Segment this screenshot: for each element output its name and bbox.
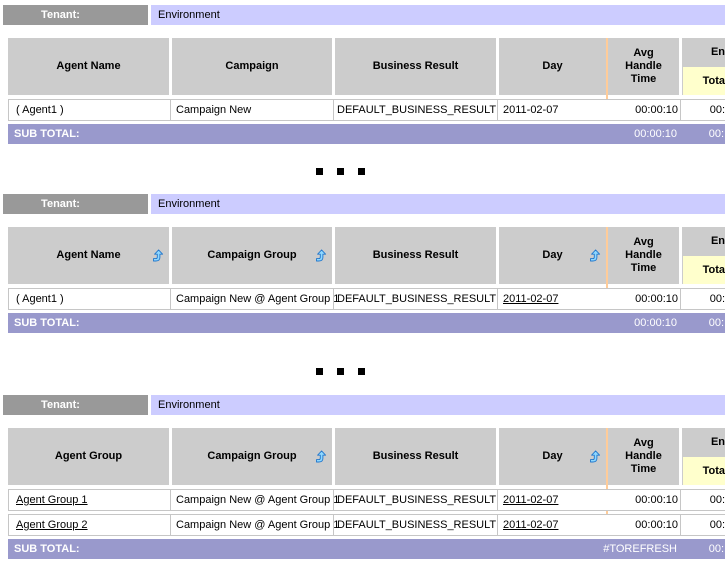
column-header-day: Day bbox=[542, 60, 563, 72]
report-section-agent-campaign-group: Tenant: Environment Agent Name Campaign … bbox=[0, 194, 725, 333]
table-row: ( Agent1 ) Campaign New @ Agent Group 1 … bbox=[8, 288, 725, 310]
dot-icon bbox=[337, 368, 344, 375]
agent-name-cell: ( Agent1 ) bbox=[16, 104, 64, 116]
report-section-agent-group: Tenant: Environment Agent Group Campaign… bbox=[0, 395, 725, 559]
sort-ascending-arrow-icon[interactable] bbox=[151, 249, 164, 262]
column-header-engaged-clipped: En bbox=[710, 46, 725, 58]
dot-icon bbox=[316, 368, 323, 375]
campaign-group-cell: Campaign New @ Agent Group 1 bbox=[176, 494, 340, 506]
tenant-label: Tenant: bbox=[3, 194, 148, 214]
subtotal-row: SUB TOTAL: 00:00:10 00: bbox=[8, 313, 725, 333]
column-header-campaign-group[interactable]: Campaign Group bbox=[172, 428, 332, 485]
dot-icon bbox=[358, 168, 365, 175]
column-header-day[interactable]: Day bbox=[499, 428, 606, 485]
subtotal-engaged-total-clipped: 00: bbox=[708, 317, 724, 329]
aht-column-orange-divider bbox=[606, 227, 608, 310]
aht-column-orange-divider bbox=[606, 428, 608, 536]
column-header-campaign-group[interactable]: Campaign Group bbox=[172, 227, 332, 284]
aht-column-orange-divider bbox=[606, 38, 608, 121]
subtotal-engaged-total-clipped: 00: bbox=[708, 128, 724, 140]
column-header-agent-name: Agent Name bbox=[56, 60, 121, 72]
column-subheader-total-clipped: Tota bbox=[702, 75, 725, 87]
table-row: ( Agent1 ) Campaign New DEFAULT_BUSINESS… bbox=[8, 99, 725, 121]
day-link[interactable]: 2011-02-07 bbox=[503, 494, 559, 506]
sort-ascending-arrow-icon[interactable] bbox=[314, 450, 327, 463]
tenant-label: Tenant: bbox=[3, 395, 148, 415]
business-result-cell: DEFAULT_BUSINESS_RESULT bbox=[337, 293, 497, 305]
table-header-row: Agent Group Campaign Group Business Resu… bbox=[8, 428, 725, 485]
tenant-bar: Tenant: Environment bbox=[3, 194, 725, 214]
subtotal-label: SUB TOTAL: bbox=[14, 317, 80, 329]
avg-handle-time-cell: 00:00:10 bbox=[635, 494, 678, 506]
total-subheader-background bbox=[683, 256, 725, 284]
report-table: Agent Group Campaign Group Business Resu… bbox=[8, 428, 725, 559]
agent-group-link[interactable]: Agent Group 1 bbox=[16, 494, 88, 506]
table-row: Agent Group 1 Campaign New @ Agent Group… bbox=[8, 489, 725, 511]
total-subheader-background bbox=[683, 457, 725, 485]
column-header-business-result: Business Result bbox=[372, 450, 459, 462]
engaged-total-cell-clipped: 00: bbox=[709, 104, 725, 116]
subtotal-engaged-total-clipped: 00: bbox=[708, 543, 724, 555]
ellipsis-dots bbox=[316, 368, 365, 375]
avg-handle-time-cell: 00:00:10 bbox=[635, 104, 678, 116]
day-link[interactable]: 2011-02-07 bbox=[503, 519, 559, 531]
column-header-engaged-clipped: En bbox=[710, 235, 725, 247]
column-subheader-total-clipped: Tota bbox=[702, 264, 725, 276]
tenant-environment-value: Environment bbox=[151, 395, 725, 415]
agent-group-link[interactable]: Agent Group 2 bbox=[16, 519, 88, 531]
campaign-group-cell: Campaign New @ Agent Group 1 bbox=[176, 519, 340, 531]
agent-name-cell: ( Agent1 ) bbox=[16, 293, 64, 305]
ellipsis-dots bbox=[316, 168, 365, 175]
subtotal-row: SUB TOTAL: 00:00:10 00: bbox=[8, 124, 725, 144]
business-result-cell: DEFAULT_BUSINESS_RESULT bbox=[337, 494, 497, 506]
dot-icon bbox=[316, 168, 323, 175]
column-header-campaign: Campaign bbox=[225, 60, 279, 72]
report-table: Agent Name Campaign Business Result Day … bbox=[8, 38, 725, 144]
engaged-total-cell-clipped: 00: bbox=[709, 293, 725, 305]
sort-ascending-arrow-icon[interactable] bbox=[314, 249, 327, 262]
tenant-label: Tenant: bbox=[3, 5, 148, 25]
subtotal-label: SUB TOTAL: bbox=[14, 543, 80, 555]
business-result-cell: DEFAULT_BUSINESS_RESULT bbox=[337, 519, 497, 531]
engaged-total-cell-clipped: 00: bbox=[709, 519, 725, 531]
subtotal-row: SUB TOTAL: #TOREFRESH 00: bbox=[8, 539, 725, 559]
column-subheader-total-clipped: Tota bbox=[702, 465, 725, 477]
day-cell: 2011-02-07 bbox=[503, 104, 559, 116]
table-row: Agent Group 2 Campaign New @ Agent Group… bbox=[8, 514, 725, 536]
tenant-environment-value: Environment bbox=[151, 194, 725, 214]
table-header-row: Agent Name Campaign Group Business Resul… bbox=[8, 227, 725, 284]
subtotal-label: SUB TOTAL: bbox=[14, 128, 80, 140]
column-header-business-result: Business Result bbox=[372, 60, 459, 72]
campaign-group-cell: Campaign New @ Agent Group 1 bbox=[176, 293, 340, 305]
table-header-row: Agent Name Campaign Business Result Day … bbox=[8, 38, 725, 95]
avg-handle-time-cell: 00:00:10 bbox=[635, 519, 678, 531]
tenant-environment-value: Environment bbox=[151, 5, 725, 25]
total-subheader-background bbox=[683, 67, 725, 95]
tenant-bar: Tenant: Environment bbox=[3, 5, 725, 25]
sort-ascending-arrow-icon[interactable] bbox=[588, 450, 601, 463]
report-section-agent-campaign: Tenant: Environment Agent Name Campaign … bbox=[0, 5, 725, 144]
avg-handle-time-cell: 00:00:10 bbox=[635, 293, 678, 305]
subtotal-torefresh-value: #TOREFRESH bbox=[603, 543, 677, 555]
dot-icon bbox=[358, 368, 365, 375]
engaged-total-cell-clipped: 00: bbox=[709, 494, 725, 506]
sort-ascending-arrow-icon[interactable] bbox=[588, 249, 601, 262]
report-table: Agent Name Campaign Group Business Resul… bbox=[8, 227, 725, 333]
subtotal-avg-handle-time: 00:00:10 bbox=[634, 128, 677, 140]
column-header-business-result: Business Result bbox=[372, 249, 459, 261]
subtotal-avg-handle-time: 00:00:10 bbox=[634, 317, 677, 329]
dot-icon bbox=[337, 168, 344, 175]
column-header-avg-handle-time: Avg Handle Time bbox=[625, 437, 662, 475]
column-header-day[interactable]: Day bbox=[499, 227, 606, 284]
column-header-agent-name[interactable]: Agent Name bbox=[8, 227, 169, 284]
tenant-bar: Tenant: Environment bbox=[3, 395, 725, 415]
column-header-avg-handle-time: Avg Handle Time bbox=[625, 47, 662, 85]
column-header-engaged-clipped: En bbox=[710, 436, 725, 448]
day-link[interactable]: 2011-02-07 bbox=[503, 293, 559, 305]
campaign-cell: Campaign New bbox=[176, 104, 252, 116]
column-header-avg-handle-time: Avg Handle Time bbox=[625, 236, 662, 274]
business-result-cell: DEFAULT_BUSINESS_RESULT bbox=[337, 104, 497, 116]
column-header-agent-group: Agent Group bbox=[54, 450, 123, 462]
